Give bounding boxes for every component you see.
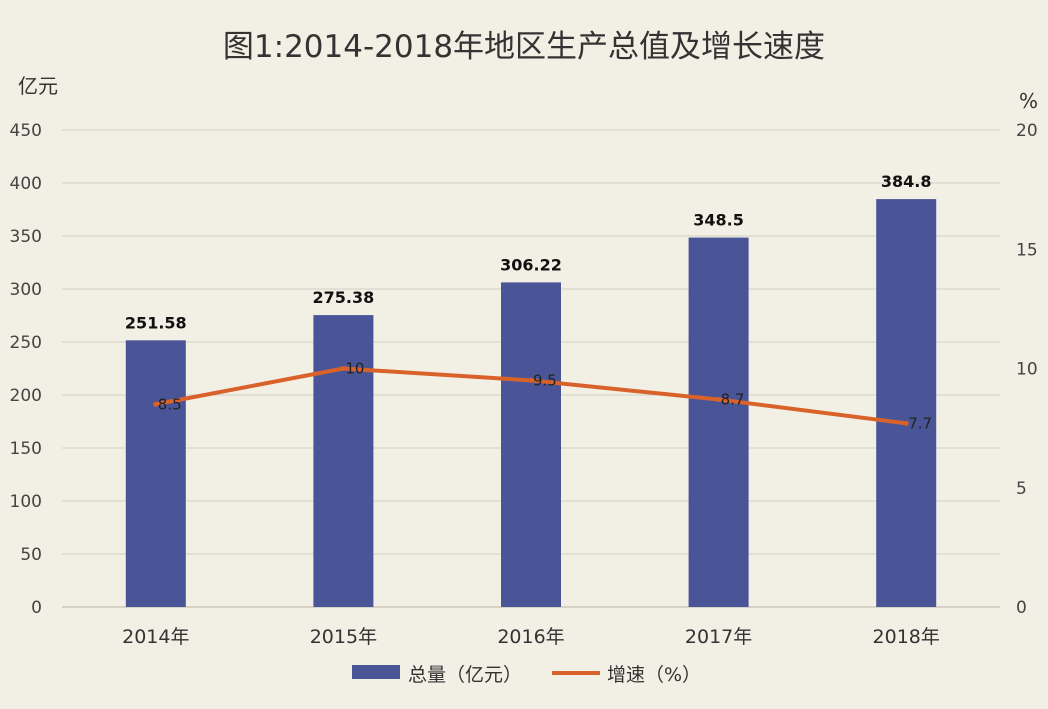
legend: 总量（亿元） 增速（%）	[352, 664, 701, 686]
line-point	[528, 377, 534, 383]
right-axis-ticks: 0 5 10 15 20	[1016, 121, 1038, 618]
left-axis-ticks: 0 50 100 150 200 250 300 350 400 450	[10, 121, 42, 618]
left-axis-tick-label: 100	[10, 492, 42, 512]
bar	[313, 315, 374, 607]
x-axis-tick-label: 2014年	[122, 626, 189, 648]
right-axis-tick-label: 10	[1016, 360, 1038, 380]
left-axis-tick-label: 0	[31, 598, 42, 618]
left-axis-tick-label: 50	[20, 545, 42, 565]
line-point	[153, 401, 159, 407]
bar	[876, 199, 937, 607]
bar	[688, 237, 749, 607]
x-axis-tick-label: 2015年	[310, 626, 377, 648]
line-value-label: 8.7	[721, 391, 745, 409]
line-point	[903, 420, 909, 426]
left-axis-tick-label: 350	[10, 227, 42, 247]
line-point	[340, 366, 346, 371]
bar-value-label: 306.22	[500, 255, 562, 274]
line-value-label: 10	[345, 360, 364, 378]
left-axis-tick-label: 200	[10, 386, 42, 406]
line-series: 8.5 10 9.5 8.7 7.7	[153, 360, 932, 432]
bar	[125, 340, 186, 607]
left-axis-tick-label: 250	[10, 333, 42, 353]
right-axis-unit-label: %	[1019, 89, 1038, 113]
right-axis-tick-label: 5	[1016, 479, 1027, 499]
x-axis-tick-label: 2016年	[497, 626, 564, 648]
bar-value-label: 348.5	[693, 211, 744, 230]
left-axis-unit-label: 亿元	[18, 74, 58, 98]
line-point	[716, 397, 722, 403]
line-value-label: 8.5	[158, 395, 182, 413]
x-axis-tick-label: 2017年	[685, 626, 752, 648]
right-axis-tick-label: 15	[1016, 240, 1038, 260]
line-value-label: 9.5	[533, 371, 557, 389]
bar-value-label: 275.38	[313, 288, 375, 307]
left-axis-tick-label: 450	[10, 121, 42, 141]
x-axis-labels: 2014年 2015年 2016年 2017年 2018年	[122, 626, 940, 648]
legend-bar-swatch	[352, 665, 400, 679]
legend-bar-label: 总量（亿元）	[408, 664, 522, 686]
right-axis-tick-label: 20	[1016, 121, 1038, 141]
left-axis-tick-label: 400	[10, 174, 42, 194]
bar-series: 251.58 275.38 306.22 348.5 384.8	[125, 172, 937, 607]
line-value-label: 7.7	[908, 414, 932, 432]
right-axis-tick-label: 0	[1016, 598, 1027, 618]
chart-title: 图1:2014-2018年地区生产总值及增长速度	[223, 29, 825, 65]
left-axis-tick-label: 300	[10, 280, 42, 300]
left-axis-tick-label: 150	[10, 439, 42, 459]
x-axis-tick-label: 2018年	[873, 626, 940, 648]
bar	[501, 282, 561, 607]
bar-value-label: 251.58	[125, 313, 187, 332]
bar-value-label: 384.8	[881, 172, 932, 191]
legend-line-label: 增速（%）	[607, 664, 701, 686]
